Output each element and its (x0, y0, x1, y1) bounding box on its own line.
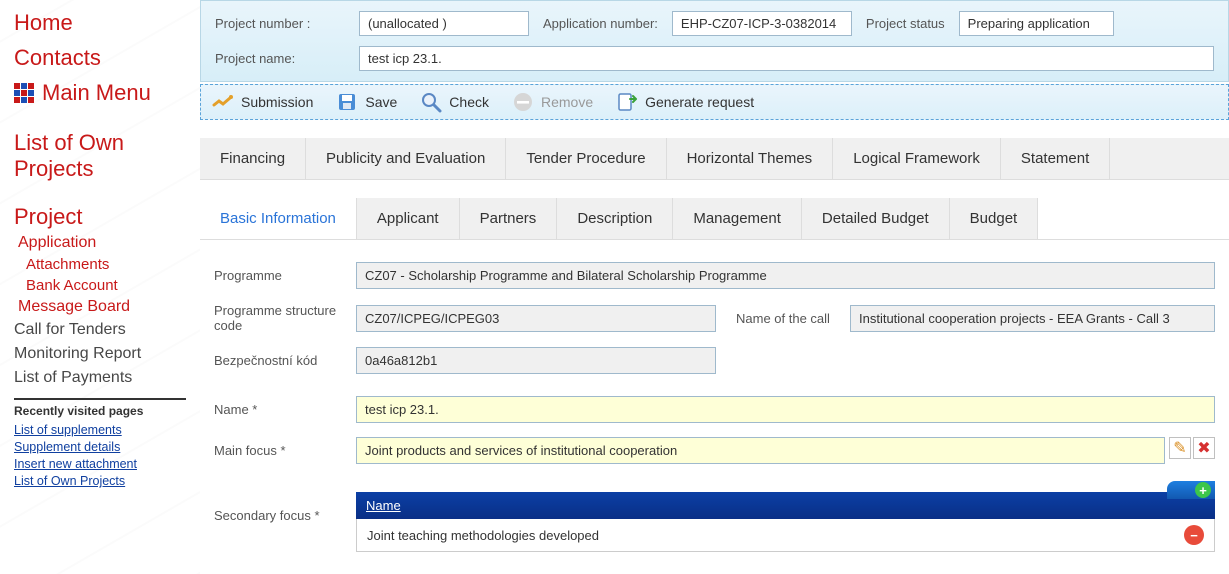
nav-message-board[interactable]: Message Board (14, 296, 186, 318)
value-security-code: 0a46a812b1 (356, 347, 716, 374)
recent-list-own-projects[interactable]: List of Own Projects (14, 473, 186, 490)
heading-list-own-projects[interactable]: List of Own Projects (14, 130, 186, 182)
label-project-number: Project number : (215, 16, 345, 31)
btn-submission[interactable]: Submission (211, 91, 313, 113)
add-secondary-focus-button[interactable]: + (1167, 481, 1215, 499)
pencil-icon: ✎ (1173, 438, 1186, 458)
tabs-row-1: Financing Publicity and Evaluation Tende… (200, 138, 1229, 180)
input-main-focus[interactable]: Joint products and services of instituti… (356, 437, 1165, 464)
nav-attachments[interactable]: Attachments (14, 254, 186, 275)
value-application-number: EHP-CZ07-ICP-3-0382014 (672, 11, 852, 36)
grid-icon (14, 83, 34, 103)
value-project-name: test icp 23.1. (359, 46, 1214, 71)
x-icon: ✖ (1197, 438, 1210, 458)
btn-check-label: Check (449, 94, 489, 110)
btn-submission-label: Submission (241, 94, 313, 110)
tab-budget[interactable]: Budget (950, 198, 1039, 239)
heading-project[interactable]: Project (14, 204, 186, 230)
btn-remove: Remove (511, 91, 593, 113)
minus-icon: − (1190, 528, 1198, 543)
nav-call-for-tenders[interactable]: Call for Tenders (14, 318, 186, 342)
label-secondary-focus: Secondary focus * (214, 478, 344, 523)
clear-main-focus-button[interactable]: ✖ (1193, 437, 1215, 459)
nav-home[interactable]: Home (14, 8, 186, 39)
grid-col-name[interactable]: Name (366, 498, 401, 513)
tab-partners[interactable]: Partners (460, 198, 558, 239)
tab-applicant[interactable]: Applicant (357, 198, 460, 239)
tab-publicity[interactable]: Publicity and Evaluation (306, 138, 506, 179)
value-project-status: Preparing application (959, 11, 1114, 36)
nav-monitoring-report[interactable]: Monitoring Report (14, 342, 186, 366)
tab-logical[interactable]: Logical Framework (833, 138, 1001, 179)
label-project-status: Project status (866, 16, 945, 31)
label-project-name: Project name: (215, 51, 345, 66)
nav-main-menu-label: Main Menu (42, 78, 151, 109)
btn-generate-request[interactable]: Generate request (615, 91, 754, 113)
minus-circle-icon (511, 91, 535, 113)
floppy-icon (335, 91, 359, 113)
label-main-focus: Main focus * (214, 443, 344, 458)
recent-title: Recently visited pages (14, 404, 186, 418)
tab-basic-information[interactable]: Basic Information (200, 198, 357, 239)
magnifier-icon (419, 91, 443, 113)
nav-list-of-payments[interactable]: List of Payments (14, 366, 186, 390)
btn-generate-request-label: Generate request (645, 94, 754, 110)
value-project-number: (unallocated ) (359, 11, 529, 36)
btn-remove-label: Remove (541, 94, 593, 110)
tabs-row-2: Basic Information Applicant Partners Des… (200, 198, 1229, 240)
nav-application[interactable]: Application (14, 232, 186, 254)
delete-secondary-focus-button[interactable]: − (1184, 525, 1204, 545)
tab-horizontal[interactable]: Horizontal Themes (667, 138, 834, 179)
input-name[interactable]: test icp 23.1. (356, 396, 1215, 423)
btn-save[interactable]: Save (335, 91, 397, 113)
label-name: Name * (214, 402, 344, 417)
edit-main-focus-button[interactable]: ✎ (1169, 437, 1191, 459)
tab-detailed-budget[interactable]: Detailed Budget (802, 198, 950, 239)
value-programme-structure-code: CZ07/ICPEG/ICPEG03 (356, 305, 716, 332)
plus-circle-icon: + (1195, 482, 1211, 498)
secondary-focus-row: Joint teaching methodologies developed − (356, 519, 1215, 552)
document-arrow-icon (615, 91, 639, 113)
nav-contacts[interactable]: Contacts (14, 43, 186, 74)
tab-description[interactable]: Description (557, 198, 673, 239)
label-name-of-call: Name of the call (728, 311, 838, 326)
tab-financing[interactable]: Financing (200, 138, 306, 179)
nav-bank-account[interactable]: Bank Account (14, 275, 186, 296)
btn-save-label: Save (365, 94, 397, 110)
label-programme-structure-code: Programme structure code (214, 303, 344, 333)
value-name-of-call: Institutional cooperation projects - EEA… (850, 305, 1215, 332)
project-info-header: Project number : (unallocated ) Applicat… (200, 0, 1229, 82)
label-programme: Programme (214, 268, 344, 283)
secondary-focus-row-name: Joint teaching methodologies developed (367, 528, 1184, 543)
label-application-number: Application number: (543, 16, 658, 31)
value-programme: CZ07 - Scholarship Programme and Bilater… (356, 262, 1215, 289)
nav-main-menu[interactable]: Main Menu (14, 78, 186, 109)
recent-insert-new-attachment[interactable]: Insert new attachment (14, 456, 186, 473)
recent-supplement-details[interactable]: Supplement details (14, 439, 186, 456)
secondary-focus-grid-header: Name (356, 492, 1215, 519)
tab-tender[interactable]: Tender Procedure (506, 138, 666, 179)
tab-statement[interactable]: Statement (1001, 138, 1110, 179)
recent-list-supplements[interactable]: List of supplements (14, 422, 186, 439)
tab-management[interactable]: Management (673, 198, 802, 239)
form-basic-info: Programme CZ07 - Scholarship Programme a… (200, 240, 1229, 574)
hand-icon (211, 91, 235, 113)
action-toolbar: Submission Save Check Remove (200, 84, 1229, 120)
sidebar-divider (14, 398, 186, 400)
label-security-code: Bezpečnostní kód (214, 353, 344, 368)
btn-check[interactable]: Check (419, 91, 489, 113)
